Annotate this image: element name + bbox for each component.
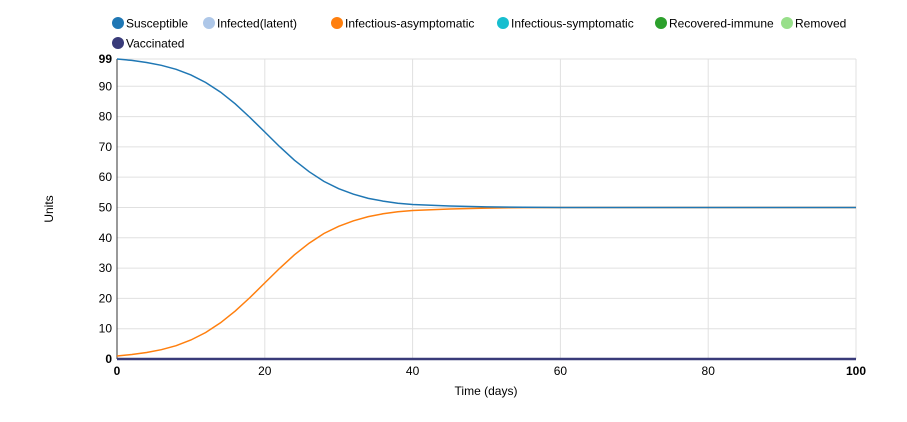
legend-label: Vaccinated (126, 37, 184, 51)
y-tick-label: 90 (99, 79, 113, 93)
legend-marker-icon (203, 17, 215, 29)
legend-label: Recovered-immune (669, 17, 774, 31)
y-tick-label: 50 (99, 200, 113, 214)
legend-label: Infectious-asymptomatic (345, 17, 474, 31)
legend-marker-icon (112, 37, 124, 49)
legend-label: Infected(latent) (217, 17, 297, 31)
x-axis-label: Time (days) (455, 384, 518, 398)
legend-marker-icon (497, 17, 509, 29)
legend-marker-icon (331, 17, 343, 29)
legend-label: Removed (795, 17, 846, 31)
legend-label: Infectious-symptomatic (511, 17, 634, 31)
legend-marker-icon (112, 17, 124, 29)
series-line-susceptible (116, 58, 856, 209)
y-axis-label: Units (42, 195, 56, 222)
y-tick-label: 10 (99, 322, 113, 336)
y-tick-label: 20 (99, 291, 113, 305)
y-tick-label: 40 (99, 231, 113, 245)
legend-marker-icon (781, 17, 793, 29)
x-tick-label: 60 (554, 364, 568, 378)
legend-label: Susceptible (126, 17, 188, 31)
x-tick-label: 80 (702, 364, 716, 378)
y-tick-label: 0 (105, 352, 112, 366)
y-tick-label: 30 (99, 261, 113, 275)
y-tick-label: 99 (99, 52, 113, 66)
legend-marker-icon (655, 17, 667, 29)
y-tick-label: 80 (99, 110, 113, 124)
x-tick-label: 40 (406, 364, 420, 378)
y-tick-label: 60 (99, 170, 113, 184)
x-tick-label: 0 (114, 364, 121, 378)
x-tick-label: 20 (258, 364, 272, 378)
x-tick-label: 100 (846, 364, 866, 378)
series-line-infectious-asymptomatic (116, 206, 856, 357)
y-tick-label: 70 (99, 140, 113, 154)
